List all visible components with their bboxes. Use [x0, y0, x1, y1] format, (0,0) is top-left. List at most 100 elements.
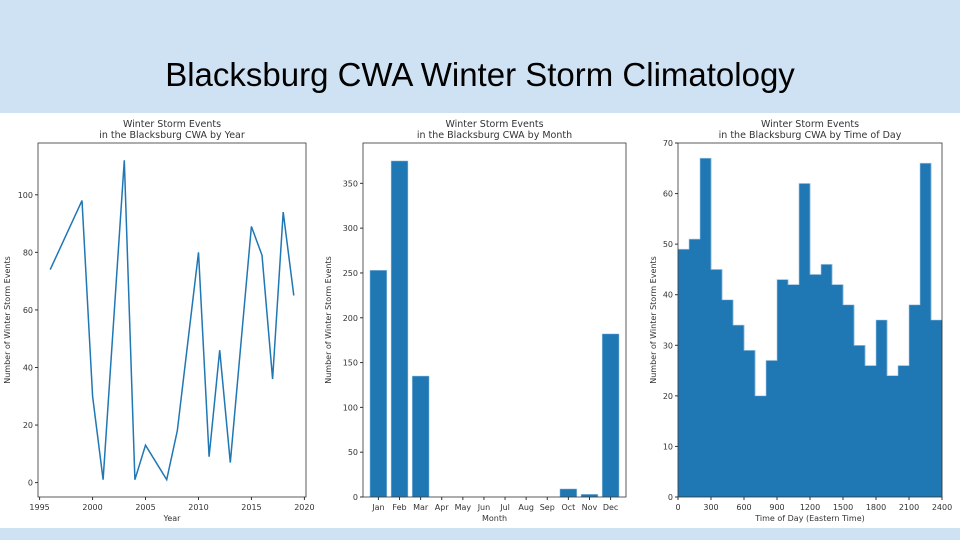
y-tick-label: 50	[663, 240, 673, 249]
bar-dec	[601, 333, 620, 498]
bottom-band	[0, 528, 960, 540]
chart-title: in the Blacksburg CWA by Time of Day	[719, 130, 902, 141]
y-tick-label: 10	[663, 442, 673, 451]
y-tick-label: 250	[343, 269, 358, 278]
y-axis-label: Number of Winter Storm Events	[649, 256, 658, 384]
x-tick-label: 1500	[833, 503, 853, 512]
x-tick-label: 600	[736, 503, 751, 512]
x-tick-label: 1200	[800, 503, 820, 512]
histogram-bar	[722, 299, 734, 497]
x-tick-label: 0	[675, 503, 680, 512]
histogram-bar	[898, 365, 910, 497]
y-tick-label: 70	[663, 139, 673, 148]
chart-title: Winter Storm Events	[761, 119, 859, 130]
x-tick-label: Aug	[518, 503, 534, 512]
y-tick-label: 50	[348, 448, 358, 457]
x-tick-label: Sep	[540, 503, 555, 512]
y-tick-label: 0	[28, 479, 33, 488]
axes-frame	[362, 142, 627, 498]
histogram-bar	[931, 320, 943, 497]
x-axis-label: Time of Day (Eastern Time)	[754, 514, 864, 523]
x-axis-label: Year	[163, 514, 182, 523]
histogram-bar	[689, 239, 701, 498]
y-tick-label: 100	[343, 403, 358, 412]
histogram-outline	[677, 157, 942, 497]
y-tick-label: 0	[668, 493, 673, 502]
histogram-bar	[777, 279, 789, 497]
histogram-bar	[766, 360, 778, 497]
x-tick-label: Apr	[435, 503, 450, 512]
y-tick-label: 20	[663, 392, 673, 401]
y-tick-label: 30	[663, 341, 673, 350]
x-tick-label: Dec	[603, 503, 618, 512]
histogram-bar	[810, 274, 822, 497]
x-tick-label: 2010	[188, 503, 208, 512]
chart-title: Winter Storm Events	[123, 119, 221, 130]
x-tick-label: 2020	[294, 503, 314, 512]
x-tick-label: 2100	[899, 503, 919, 512]
y-tick-label: 80	[23, 248, 33, 257]
y-tick-label: 200	[343, 314, 358, 323]
y-axis-label: Number of Winter Storm Events	[324, 256, 333, 384]
y-tick-label: 40	[23, 363, 33, 372]
bar-feb	[390, 160, 409, 498]
histogram-bar	[832, 284, 844, 497]
histogram-bar	[788, 284, 800, 497]
y-tick-label: 60	[663, 190, 673, 199]
histogram-bar	[920, 163, 932, 497]
histogram-bar	[711, 269, 723, 497]
x-tick-label: 900	[769, 503, 784, 512]
title-band	[0, 0, 960, 113]
y-tick-label: 40	[663, 291, 673, 300]
y-tick-label: 60	[23, 306, 33, 315]
x-tick-label: Nov	[582, 503, 598, 512]
histogram-bar	[733, 325, 745, 497]
series-line	[49, 160, 295, 482]
histogram-bar	[865, 365, 877, 497]
y-tick-label: 20	[23, 421, 33, 430]
bar-mar	[411, 375, 430, 498]
x-tick-label: 2400	[932, 503, 952, 512]
bar-nov	[580, 494, 599, 498]
x-tick-label: 1995	[29, 503, 49, 512]
y-tick-label: 0	[353, 493, 358, 502]
histogram-bar	[678, 249, 690, 497]
histogram-bar	[799, 183, 811, 497]
histogram-bar	[843, 304, 855, 497]
chart-title: Winter Storm Events	[445, 119, 543, 130]
x-tick-label: Mar	[413, 503, 429, 512]
x-tick-label: 2015	[241, 503, 261, 512]
y-tick-label: 350	[343, 179, 358, 188]
x-tick-label: 1800	[866, 503, 886, 512]
histogram-bar	[854, 345, 866, 497]
x-tick-label: May	[455, 503, 472, 512]
y-axis-label: Number of Winter Storm Events	[3, 256, 12, 384]
histogram-bar	[700, 158, 712, 497]
axes-frame	[37, 142, 307, 498]
slide-title: Blacksburg CWA Winter Storm Climatology	[165, 56, 795, 93]
x-tick-label: 300	[703, 503, 718, 512]
chart-title: in the Blacksburg CWA by Month	[417, 130, 572, 141]
axes-frame	[677, 142, 943, 498]
histogram-bar	[755, 395, 767, 497]
bar-jan	[369, 270, 388, 498]
chart-title: in the Blacksburg CWA by Year	[99, 130, 245, 141]
bar-oct	[559, 488, 578, 498]
x-axis-label: Month	[482, 514, 507, 523]
histogram-bar	[876, 320, 888, 497]
x-tick-label: Jun	[477, 503, 491, 512]
x-tick-label: Jul	[499, 503, 510, 512]
y-tick-label: 150	[343, 359, 358, 368]
x-tick-label: Jan	[371, 503, 384, 512]
histogram-bar	[821, 264, 833, 497]
x-tick-label: Oct	[561, 503, 575, 512]
y-tick-label: 300	[343, 224, 358, 233]
y-tick-label: 100	[18, 191, 33, 200]
x-tick-label: Feb	[392, 503, 406, 512]
x-tick-label: 2005	[135, 503, 155, 512]
histogram-bar	[887, 375, 899, 497]
histogram-bar	[744, 350, 756, 497]
histogram-bar	[909, 304, 921, 497]
x-tick-label: 2000	[82, 503, 102, 512]
